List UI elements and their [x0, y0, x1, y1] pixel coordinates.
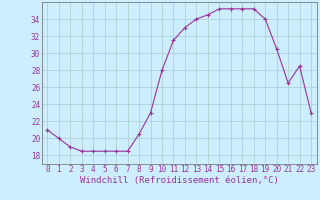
X-axis label: Windchill (Refroidissement éolien,°C): Windchill (Refroidissement éolien,°C): [80, 176, 279, 185]
